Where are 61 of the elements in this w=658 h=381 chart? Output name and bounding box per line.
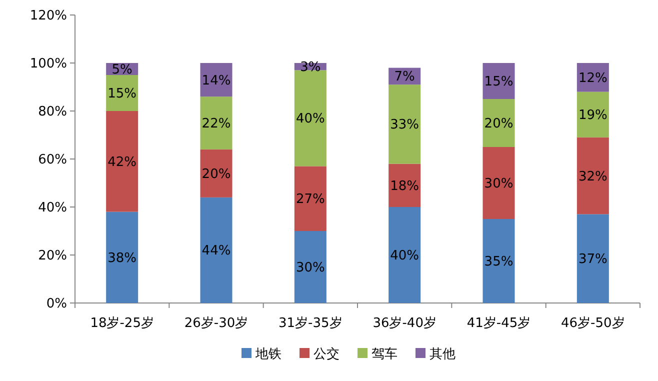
data-label: 15% [484, 74, 514, 90]
bar [482, 63, 515, 99]
bar [388, 84, 421, 164]
bar [482, 219, 515, 303]
bar [294, 70, 326, 166]
y-tick-label: 40% [38, 200, 67, 216]
bar [200, 63, 232, 97]
bar [294, 166, 326, 231]
legend-label: 驾车 [372, 347, 398, 362]
bar [482, 147, 515, 219]
data-label: 44% [202, 244, 231, 259]
bar [576, 137, 609, 214]
y-tick-label: 0% [46, 296, 67, 312]
legend-label: 公交 [314, 346, 340, 362]
x-tick-label: 18岁-25岁 [90, 316, 154, 331]
x-tick-label: 36岁-40岁 [372, 316, 436, 331]
data-label: 32% [578, 169, 608, 184]
x-tick-label: 41岁-45岁 [466, 316, 531, 331]
x-tick-label: 26岁-30岁 [184, 316, 248, 331]
bar [106, 75, 138, 111]
bar [200, 96, 232, 150]
y-tick-label: 80% [38, 104, 67, 120]
data-label: 40% [390, 248, 420, 264]
data-label: 5% [112, 62, 132, 78]
x-tick-label: 46岁-50岁 [561, 316, 625, 331]
y-tick-label: 120% [30, 8, 67, 24]
data-label: 3% [300, 60, 321, 76]
data-label: 15% [108, 86, 137, 102]
legend-label: 地铁 [254, 347, 282, 362]
bar [576, 92, 609, 138]
legend-label: 其他 [430, 347, 456, 362]
data-label: 35% [484, 254, 514, 270]
data-label: 37% [578, 252, 608, 268]
bar [294, 231, 326, 303]
x-tick-label: 31岁-35岁 [278, 316, 342, 331]
data-label: 33% [390, 118, 420, 133]
bar [482, 99, 515, 147]
data-label: 18% [390, 178, 420, 194]
data-label: 20% [202, 166, 231, 182]
data-label: 42% [108, 154, 137, 170]
bar [576, 214, 609, 303]
bar [388, 164, 421, 207]
bar [106, 212, 138, 303]
data-label: 30% [296, 260, 325, 276]
y-tick-label: 60% [38, 152, 67, 168]
bar [200, 149, 232, 198]
y-tick-label: 20% [38, 248, 67, 264]
data-label: 12% [578, 70, 608, 86]
data-label: 19% [578, 108, 608, 124]
y-tick-label: 100% [30, 56, 67, 72]
data-label: 38% [108, 250, 137, 266]
data-label: 30% [484, 176, 514, 192]
data-label: 22% [202, 116, 231, 132]
bar [200, 197, 232, 303]
bar [388, 207, 421, 303]
data-label: 20% [484, 116, 514, 132]
data-label: 40% [296, 112, 325, 127]
data-label: 14% [202, 73, 231, 88]
data-label: 27% [296, 192, 325, 208]
bar [106, 111, 138, 212]
data-label: 7% [394, 70, 415, 85]
